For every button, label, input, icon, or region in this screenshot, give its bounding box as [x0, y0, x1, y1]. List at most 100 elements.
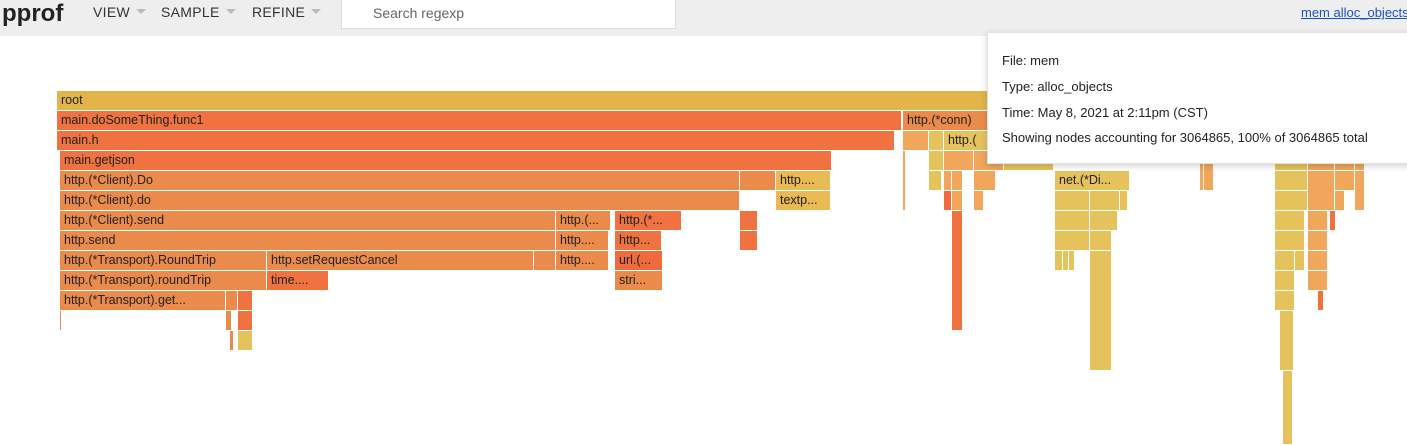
- menu-refine[interactable]: REFINE: [252, 4, 322, 25]
- flame-frame-root[interactable]: root: [57, 91, 1137, 111]
- flame-frame[interactable]: main.h: [57, 131, 895, 151]
- flame-frame[interactable]: [1308, 271, 1328, 291]
- flame-frame[interactable]: [1090, 251, 1112, 371]
- flame-frame[interactable]: [740, 231, 758, 251]
- frame-label: url.(...: [619, 253, 651, 267]
- flame-frame[interactable]: [740, 171, 776, 191]
- flame-frame[interactable]: http.(*...: [615, 211, 682, 231]
- flame-frame[interactable]: [1055, 231, 1090, 251]
- flame-frame[interactable]: [1283, 371, 1293, 445]
- flame-frame[interactable]: textp...: [776, 191, 831, 211]
- menu-refine-label: REFINE: [252, 4, 306, 20]
- flame-frame[interactable]: main.doSomeThing.func1: [57, 111, 902, 131]
- flame-frame[interactable]: [1069, 251, 1075, 271]
- flame-frame[interactable]: [974, 191, 984, 211]
- flame-frame[interactable]: [226, 311, 232, 331]
- search-input[interactable]: [373, 0, 673, 26]
- flame-frame[interactable]: http.(*Transport).RoundTrip: [60, 251, 267, 271]
- flame-frame[interactable]: [952, 211, 963, 331]
- flame-frame[interactable]: [1295, 251, 1305, 271]
- flame-frame[interactable]: [1204, 151, 1214, 191]
- flame-frame[interactable]: [952, 171, 963, 191]
- flame-frame[interactable]: [238, 291, 253, 311]
- flame-frame[interactable]: http....: [556, 231, 609, 251]
- flame-frame[interactable]: http....: [556, 251, 609, 271]
- flame-frame[interactable]: [1055, 191, 1090, 211]
- profile-link[interactable]: mem alloc_objects: [1301, 5, 1407, 20]
- flame-frame[interactable]: [974, 171, 996, 191]
- flame-frame[interactable]: [1308, 251, 1328, 271]
- flame-frame[interactable]: http.(*Transport).roundTrip: [60, 271, 267, 291]
- menu-view-label: VIEW: [93, 4, 130, 20]
- flame-frame[interactable]: [1200, 151, 1204, 191]
- flame-frame[interactable]: [60, 311, 62, 331]
- frame-label: http....: [780, 173, 815, 187]
- flame-frame[interactable]: [1120, 191, 1128, 211]
- frame-label: http.send: [64, 233, 116, 247]
- flame-frame[interactable]: stri...: [615, 271, 663, 291]
- flame-frame[interactable]: main.getjson: [60, 151, 832, 171]
- menu-sample[interactable]: SAMPLE: [161, 5, 236, 25]
- flame-frame[interactable]: [1275, 291, 1295, 311]
- flame-frame[interactable]: [740, 211, 758, 231]
- flame-frame[interactable]: [1308, 171, 1335, 211]
- frame-label: http.(*Client).send: [64, 213, 165, 227]
- flame-frame[interactable]: [952, 191, 963, 211]
- flame-frame[interactable]: http.setRequestCancel: [267, 251, 534, 271]
- flame-frame[interactable]: [1308, 231, 1328, 251]
- flame-frame[interactable]: [1335, 191, 1345, 211]
- frame-label: http.(*Transport).roundTrip: [64, 273, 212, 287]
- flame-frame[interactable]: http....: [776, 171, 831, 191]
- flame-frame[interactable]: [944, 151, 974, 171]
- frame-label: http.(*conn): [907, 113, 972, 127]
- tooltip-time: Time: May 8, 2021 at 2:11pm (CST): [1002, 105, 1208, 120]
- flame-frame[interactable]: http.(*Client).send: [60, 211, 556, 231]
- flame-frame[interactable]: [1275, 191, 1308, 211]
- flame-frame[interactable]: [1063, 251, 1069, 271]
- flame-frame[interactable]: [534, 251, 556, 271]
- flame-frame[interactable]: [903, 151, 906, 211]
- flame-frame[interactable]: http...: [615, 231, 662, 251]
- flame-frame[interactable]: [1308, 211, 1328, 231]
- flame-frame[interactable]: [1355, 171, 1365, 211]
- flame-frame[interactable]: [1330, 211, 1336, 231]
- frame-label: http.(*Transport).RoundTrip: [64, 253, 216, 267]
- flame-frame[interactable]: url.(...: [615, 251, 663, 271]
- flame-frame[interactable]: [1275, 171, 1308, 191]
- flame-frame[interactable]: http.(*Client).Do: [60, 171, 740, 191]
- flame-frame[interactable]: http.(*Transport).get...: [60, 291, 226, 311]
- flame-frame[interactable]: [929, 171, 942, 191]
- flame-frame[interactable]: [226, 291, 238, 311]
- flame-frame[interactable]: [1275, 251, 1295, 271]
- flame-frame[interactable]: http.send: [60, 231, 556, 251]
- flame-frame[interactable]: [1055, 211, 1090, 231]
- frame-label: http....: [560, 253, 595, 267]
- flame-frame[interactable]: [1090, 231, 1112, 251]
- flame-frame[interactable]: [238, 331, 253, 351]
- frame-label: http....: [560, 233, 595, 247]
- flame-frame[interactable]: [1090, 211, 1118, 231]
- flame-frame[interactable]: [230, 331, 234, 351]
- frame-label: http.(*Transport).get...: [64, 293, 186, 307]
- menu-view[interactable]: VIEW: [93, 5, 146, 25]
- flame-frame[interactable]: http.(...: [556, 211, 611, 231]
- flame-frame[interactable]: [929, 131, 944, 151]
- flame-frame[interactable]: [903, 131, 929, 151]
- flame-frame[interactable]: [1055, 251, 1063, 271]
- flame-frame[interactable]: [1275, 231, 1305, 251]
- flame-frame[interactable]: [944, 191, 952, 211]
- flame-frame[interactable]: [1275, 271, 1295, 291]
- flame-frame[interactable]: net.(*Di...: [1055, 171, 1130, 191]
- frame-label: http...: [619, 233, 651, 247]
- flame-frame[interactable]: [929, 151, 944, 171]
- flame-frame[interactable]: [1335, 171, 1355, 191]
- flame-frame[interactable]: [1318, 291, 1324, 311]
- flame-frame[interactable]: http.(*Client).do: [60, 191, 740, 211]
- flame-frame[interactable]: [1090, 191, 1120, 211]
- flame-frame[interactable]: [1280, 311, 1294, 371]
- flame-frame[interactable]: [238, 311, 253, 331]
- flame-frame[interactable]: time....: [267, 271, 329, 291]
- flame-frame[interactable]: [944, 171, 952, 191]
- flame-frame[interactable]: [1275, 211, 1305, 231]
